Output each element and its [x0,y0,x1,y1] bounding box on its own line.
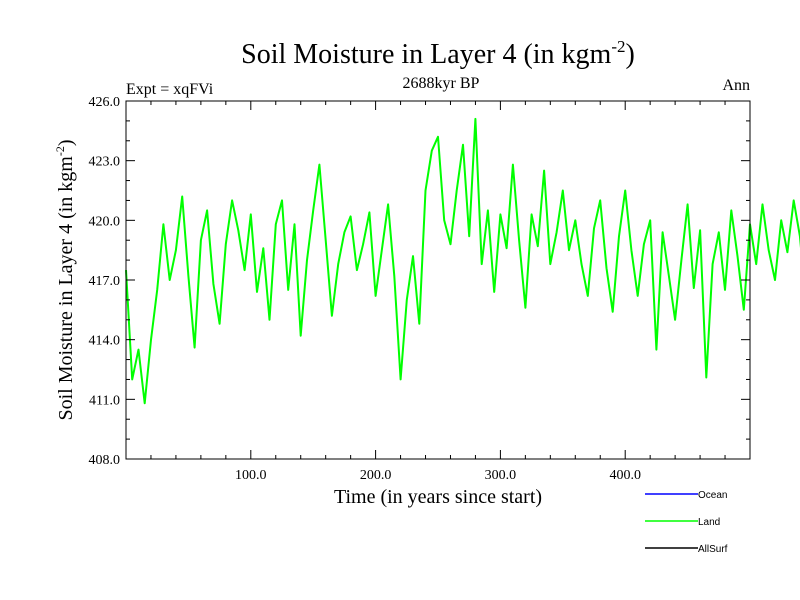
chart-title: Soil Moisture in Layer 4 (in kgm-2) [241,37,635,70]
y-axis-label: Soil Moisture in Layer 4 (in kgm-2) [53,139,77,420]
y-tick-label: 411.0 [89,393,120,408]
series-layer [125,117,800,405]
tick-layer: 408.0 411.0 414.0 417.0 420.0 423.0 426.0 100.0… [89,95,750,483]
chart-subtitle: 2688kyr BP [403,75,480,92]
x-axis-label: Time (in years since start) [334,486,542,508]
series-line-land [125,117,800,405]
legend-label-allsurf: AllSurf [698,544,728,555]
y-tick-label: 426.0 [89,95,121,110]
y-tick-label: 417.0 [89,274,121,289]
plot-frame [125,100,751,460]
x-tick-label: 400.0 [609,468,641,483]
y-tick-label: 420.0 [89,214,121,229]
ylabel-superscript: -2 [53,146,67,156]
y-tick-label: 408.0 [89,453,121,468]
legend-label-ocean: Ocean [698,490,727,501]
legend: Ocean Land AllSurf [645,490,728,555]
x-tick-label: 200.0 [360,468,392,483]
experiment-label: Expt = xqFVi [126,81,214,98]
legend-label-land: Land [698,517,720,528]
y-tick-label: 423.0 [89,155,121,170]
y-tick-label: 414.0 [89,334,121,349]
title-superscript: -2 [611,37,625,56]
x-tick-label: 100.0 [235,468,267,483]
x-tick-label: 300.0 [485,468,517,483]
season-label: Ann [722,77,750,94]
